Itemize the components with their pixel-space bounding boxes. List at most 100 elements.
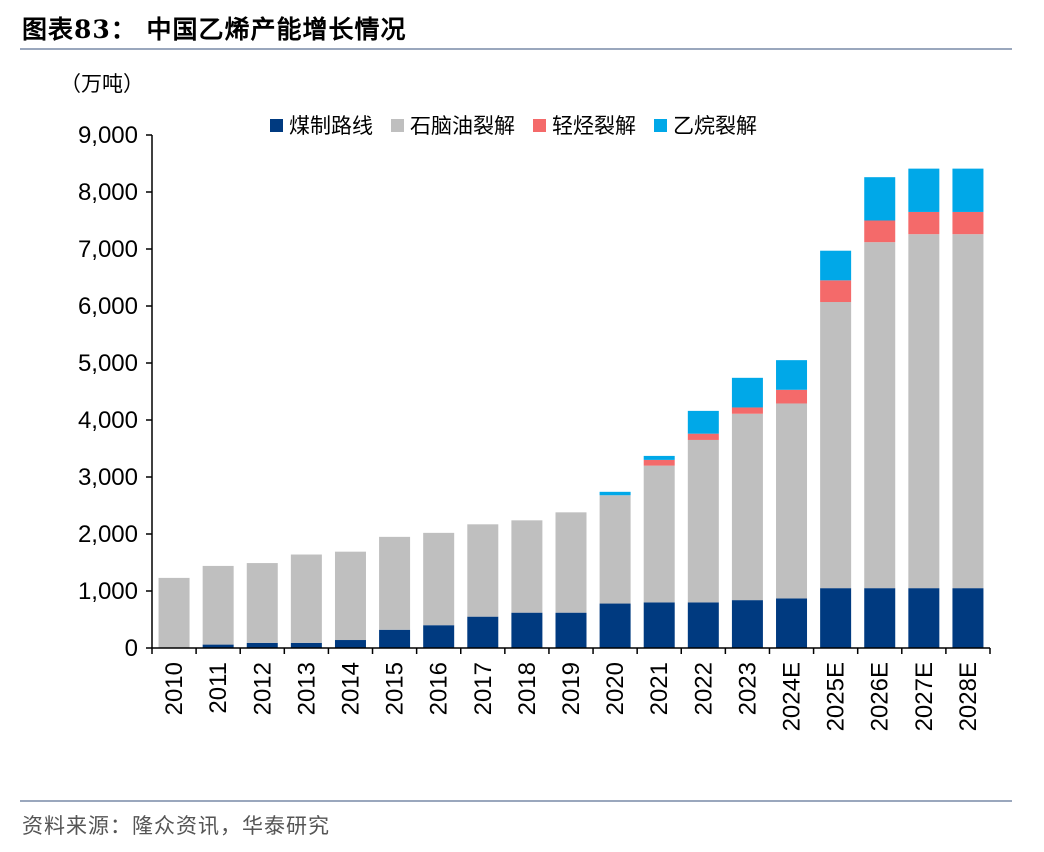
y-tick-label: 3,000 (78, 464, 138, 491)
stacked-bar-chart: 0 1,000 2,000 3,000 4,000 5,000 6,000 7,000 8,00… (78, 122, 991, 731)
bar-naphtha-2027E (908, 234, 940, 589)
bar-coal-2023 (731, 600, 763, 648)
bar-coal-2025E (820, 588, 852, 648)
bar-ethane-2025E (820, 250, 852, 281)
legend-label-naphtha: 石脑油裂解 (410, 114, 515, 138)
y-tick-label: 1,000 (78, 578, 138, 605)
x-tick-label: 2015 (382, 662, 409, 715)
bar-coal-2018 (511, 612, 543, 648)
source-note: 资料来源：隆众资讯，华泰研究 (22, 814, 330, 838)
bar-coal-2016 (423, 625, 455, 648)
bar-ethane-2022 (687, 410, 719, 434)
bar-naphtha-2023 (731, 413, 763, 601)
x-tick-label: 2022 (690, 662, 717, 715)
bar-naphtha-2012 (246, 563, 278, 643)
bar-naphtha-2025E (820, 302, 852, 589)
x-tick-label: 2020 (602, 662, 629, 715)
bar-ethane-2028E (952, 168, 984, 212)
bar-ethane-2027E (908, 168, 940, 212)
y-tick-label: 9,000 (78, 122, 138, 149)
bar-light_hydrocarbon-2025E (820, 280, 852, 303)
x-tick-label: 2027E (911, 662, 938, 731)
bar-ethane-2021 (643, 455, 675, 460)
x-tick-label: 2016 (426, 662, 453, 715)
bar-coal-2022 (687, 602, 719, 648)
bar-coal-2013 (290, 642, 322, 648)
bar-coal-2024E (776, 598, 808, 648)
bar-ethane-2026E (864, 177, 896, 221)
bar-coal-2014 (334, 640, 366, 648)
bar-naphtha-2014 (334, 551, 366, 641)
bar-coal-2027E (908, 588, 940, 648)
bar-coal-2012 (246, 642, 278, 648)
x-tick-label: 2024E (779, 662, 806, 731)
x-tick-label: 2025E (823, 662, 850, 731)
bar-naphtha-2020 (599, 495, 631, 604)
y-tick-label: 7,000 (78, 236, 138, 263)
bar-light_hydrocarbon-2023 (731, 407, 763, 414)
legend-item-light-hydrocarbon: 轻烃裂解 (533, 110, 636, 140)
x-tick-label: 2017 (470, 662, 497, 715)
bar-ethane-2024E (776, 360, 808, 390)
bar-coal-2017 (467, 616, 499, 648)
title-divider (20, 48, 1012, 50)
legend-swatch-light-hydrocarbon (533, 118, 546, 132)
bar-naphtha-2028E (952, 234, 984, 589)
bar-coal-2015 (379, 629, 411, 648)
x-tick-label: 2010 (161, 662, 188, 715)
bar-naphtha-2011 (202, 565, 234, 645)
y-tick-label: 2,000 (78, 521, 138, 548)
x-tick-label: 2019 (558, 662, 585, 715)
legend-item-ethane: 乙烷裂解 (654, 110, 757, 140)
bar-naphtha-2013 (290, 554, 322, 643)
y-tick-label: 0 (125, 635, 138, 662)
legend-label-coal: 煤制路线 (289, 114, 373, 138)
legend-label-ethane: 乙烷裂解 (673, 114, 757, 138)
bar-light_hydrocarbon-2028E (952, 211, 984, 235)
y-tick-label: 8,000 (78, 179, 138, 206)
bar-light_hydrocarbon-2027E (908, 211, 940, 235)
legend-label-light-hydrocarbon: 轻烃裂解 (552, 114, 636, 138)
x-tick-label: 2028E (955, 662, 982, 731)
footer-divider (20, 800, 1012, 802)
figure-title: 图表83： 中国乙烯产能增长情况 (22, 15, 407, 44)
bar-naphtha-2015 (379, 536, 411, 630)
bar-light_hydrocarbon-2022 (687, 433, 719, 440)
bar-naphtha-2022 (687, 439, 719, 603)
x-tick-label: 2011 (205, 662, 232, 714)
chart-legend: 煤制路线 石脑油裂解 轻烃裂解 乙烷裂解 (270, 110, 775, 140)
bar-coal-2021 (643, 602, 675, 648)
bar-naphtha-2026E (864, 242, 896, 589)
bar-light_hydrocarbon-2024E (776, 389, 808, 404)
x-tick-label: 2021 (646, 662, 673, 715)
bar-ethane-2023 (731, 377, 763, 408)
y-tick-label: 5,000 (78, 350, 138, 377)
bar-light_hydrocarbon-2026E (864, 220, 896, 243)
bar-naphtha-2018 (511, 520, 543, 613)
bar-coal-2020 (599, 603, 631, 648)
y-tick-label: 4,000 (78, 407, 138, 434)
bar-naphtha-2010 (158, 577, 190, 648)
bar-naphtha-2016 (423, 532, 455, 626)
bar-coal-2026E (864, 588, 896, 648)
legend-swatch-ethane (654, 118, 667, 132)
bar-coal-2028E (952, 588, 984, 648)
y-axis-unit-label: （万吨） (60, 72, 144, 96)
bar-coal-2011 (202, 644, 234, 648)
x-tick-label: 2026E (867, 662, 894, 731)
x-tick-label: 2013 (293, 662, 320, 715)
x-tick-label: 2018 (514, 662, 541, 715)
x-tick-label: 2014 (337, 662, 364, 715)
bar-naphtha-2017 (467, 524, 499, 617)
legend-swatch-coal (270, 118, 283, 132)
legend-swatch-naphtha (391, 118, 404, 132)
bar-naphtha-2021 (643, 465, 675, 603)
legend-item-coal: 煤制路线 (270, 110, 373, 140)
y-tick-label: 6,000 (78, 293, 138, 320)
x-tick-label: 2012 (249, 662, 276, 715)
legend-item-naphtha: 石脑油裂解 (391, 110, 515, 140)
bar-ethane-2020 (599, 491, 631, 496)
bar-naphtha-2024E (776, 403, 808, 599)
bar-light_hydrocarbon-2021 (643, 459, 675, 466)
bar-naphtha-2019 (555, 512, 587, 613)
